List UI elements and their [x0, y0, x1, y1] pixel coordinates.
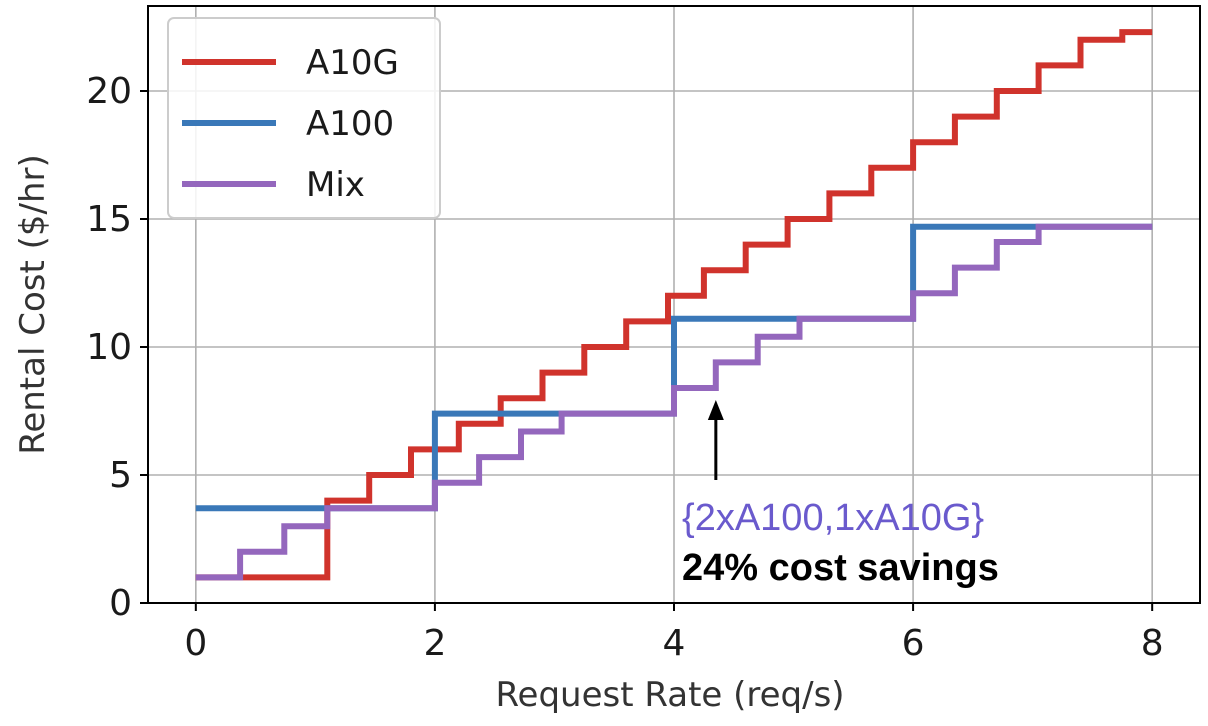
x-tick-label: 6 — [902, 623, 925, 664]
y-tick-label: 15 — [86, 199, 132, 240]
x-tick-label: 0 — [184, 623, 207, 664]
series-line-a10g — [195, 29, 1153, 581]
legend-label-a100: A100 — [306, 104, 394, 144]
annotation: {2xA100,1xA10G} 24% cost savings — [682, 399, 999, 589]
y-axis-title: Rental Cost ($/hr) — [13, 154, 53, 455]
x-tick-label: 4 — [663, 623, 686, 664]
series-group — [195, 29, 1153, 581]
annotation-arrow-head — [707, 399, 724, 420]
y-tick-label: 10 — [86, 327, 132, 368]
legend-box — [167, 17, 441, 219]
y-tick-label: 0 — [109, 583, 132, 624]
x-tick-label: 8 — [1141, 623, 1164, 664]
y-tick-label: 20 — [86, 71, 132, 112]
series-line-mix — [195, 223, 1153, 581]
annotation-savings-label: 24% cost savings — [682, 547, 999, 589]
x-axis-title: Request Rate (req/s) — [495, 675, 844, 715]
legend-label-mix: Mix — [306, 165, 365, 205]
ticks: 0 2 4 6 8 0 5 10 15 20 — [86, 71, 1163, 664]
annotation-config-label: {2xA100,1xA10G} — [682, 497, 984, 539]
x-tick-label: 2 — [423, 623, 446, 664]
legend-label-a10g: A10G — [306, 43, 399, 83]
legend: A10G A100 Mix — [167, 17, 441, 219]
y-tick-label: 5 — [109, 455, 132, 496]
